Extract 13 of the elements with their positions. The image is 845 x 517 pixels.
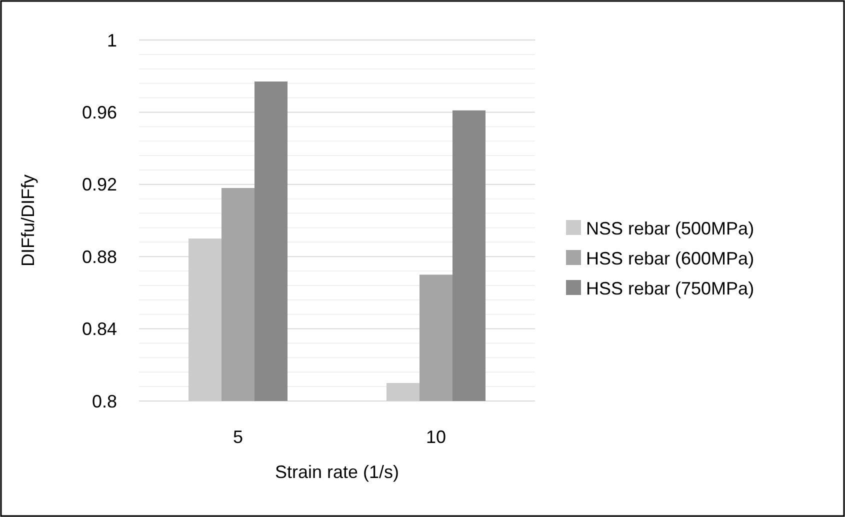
y-tick-label: 0.96 <box>82 102 117 122</box>
y-tick-label: 0.8 <box>92 391 117 412</box>
y-tick-label: 1 <box>106 30 117 50</box>
y-tick-label: 0.88 <box>82 246 117 267</box>
x-tick-label: 10 <box>426 427 446 447</box>
legend-label: NSS rebar (500MPa) <box>586 218 754 238</box>
legend-label: HSS rebar (750MPa) <box>586 278 754 298</box>
y-tick-label: 0.92 <box>82 174 117 195</box>
x-axis-title: Strain rate (1/s) <box>274 462 400 482</box>
y-tick-label: 0.84 <box>82 319 117 340</box>
x-tick-label: 5 <box>232 427 244 447</box>
y-axis-title: DIFfu/DIFfy <box>18 174 38 267</box>
legend-label: HSS rebar (600MPa) <box>586 248 754 268</box>
